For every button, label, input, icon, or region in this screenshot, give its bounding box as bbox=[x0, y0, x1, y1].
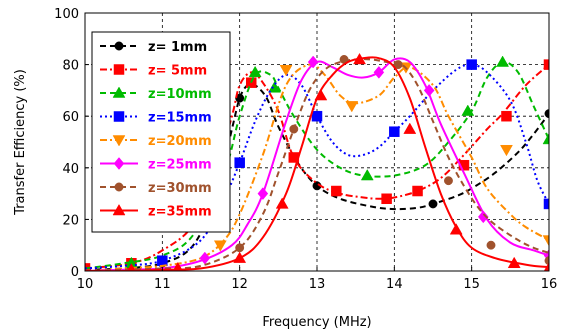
series-6 bbox=[85, 55, 549, 271]
data-point bbox=[172, 261, 183, 271]
data-point bbox=[500, 144, 513, 157]
legend-item: z= 5mm bbox=[100, 64, 207, 79]
data-point bbox=[507, 256, 521, 269]
data-point bbox=[275, 197, 289, 209]
legend-label: z= 1mm bbox=[148, 40, 207, 55]
y-tick-label: 40 bbox=[62, 162, 79, 177]
data-point bbox=[486, 240, 496, 250]
data-point bbox=[389, 126, 400, 137]
data-point bbox=[458, 159, 470, 171]
y-tick-label: 100 bbox=[54, 7, 79, 22]
x-axis-label: Frequency (MHz) bbox=[262, 315, 371, 330]
data-point bbox=[331, 185, 342, 197]
data-point bbox=[257, 187, 269, 200]
ticks: 10 11 12 13 14 15 16 0 20 40 60 80 100 bbox=[54, 7, 557, 292]
data-point bbox=[477, 210, 489, 224]
series-8 bbox=[85, 52, 549, 271]
legend-label: z= 5mm bbox=[148, 64, 207, 79]
legend-marker bbox=[113, 157, 125, 170]
data-point bbox=[393, 60, 403, 70]
data-point bbox=[543, 261, 549, 271]
legend-marker bbox=[114, 41, 124, 51]
legend-label: z=25mm bbox=[148, 158, 212, 173]
x-tick-label: 16 bbox=[541, 277, 558, 292]
series-line bbox=[85, 63, 549, 270]
legend-item: z=10mm bbox=[100, 86, 212, 102]
series-line bbox=[85, 57, 549, 271]
y-tick-label: 80 bbox=[62, 59, 79, 74]
series-7 bbox=[85, 54, 549, 271]
legend-item: z=20mm bbox=[100, 134, 212, 149]
legend-item: z=25mm bbox=[100, 157, 212, 173]
data-point bbox=[360, 169, 374, 181]
data-point bbox=[461, 104, 475, 116]
legend-item: z=30mm bbox=[100, 181, 212, 196]
data-point bbox=[233, 251, 247, 263]
data-point bbox=[157, 255, 168, 266]
legend-item: z=15mm bbox=[100, 111, 212, 126]
data-point bbox=[423, 84, 435, 97]
legend: z= 1mm z= 5mm z=10mm z=15mm z=20mm z=25mm z=30… bbox=[91, 31, 231, 233]
legend-item: z= 1mm bbox=[100, 40, 207, 55]
data-point bbox=[234, 157, 245, 168]
y-tick-label: 20 bbox=[62, 213, 79, 228]
x-tick-label: 15 bbox=[463, 277, 480, 292]
series-line bbox=[85, 56, 549, 271]
data-point bbox=[235, 243, 245, 253]
y-axis-label: Transfer Efficiency (%) bbox=[13, 69, 28, 216]
data-point bbox=[126, 263, 136, 271]
legend-marker bbox=[113, 64, 125, 75]
data-point bbox=[235, 93, 245, 103]
series-line bbox=[85, 63, 549, 271]
data-point bbox=[444, 176, 453, 186]
data-point bbox=[501, 110, 512, 122]
data-point bbox=[373, 65, 385, 79]
y-tick-label: 0 bbox=[71, 265, 79, 280]
x-tick-label: 10 bbox=[77, 277, 94, 292]
data-point bbox=[543, 59, 549, 70]
data-point bbox=[311, 110, 323, 122]
data-point bbox=[428, 199, 438, 209]
data-point bbox=[314, 89, 328, 101]
data-point bbox=[307, 55, 319, 69]
legend-marker bbox=[112, 135, 126, 147]
data-point bbox=[403, 122, 417, 134]
data-point bbox=[268, 81, 281, 93]
data-point bbox=[543, 198, 549, 210]
x-tick-label: 12 bbox=[231, 277, 248, 292]
x-tick-label: 14 bbox=[386, 277, 403, 292]
legend-box bbox=[91, 31, 231, 233]
legend-marker bbox=[114, 182, 124, 192]
data-point bbox=[466, 59, 477, 70]
legend-marker bbox=[112, 86, 126, 98]
data-point bbox=[449, 223, 463, 235]
data-point bbox=[542, 235, 549, 247]
legend-label: z=30mm bbox=[148, 181, 212, 196]
legend-label: z=15mm bbox=[148, 111, 212, 126]
data-point bbox=[279, 65, 293, 77]
x-tick-label: 13 bbox=[309, 277, 326, 292]
data-point bbox=[248, 65, 262, 78]
legend-label: z=20mm bbox=[148, 134, 212, 149]
data-point bbox=[542, 132, 549, 145]
series-5 bbox=[85, 62, 549, 271]
data-point bbox=[213, 240, 227, 252]
data-point bbox=[496, 55, 510, 67]
legend-marker bbox=[112, 203, 126, 216]
legend-marker bbox=[113, 111, 125, 122]
data-point bbox=[289, 124, 299, 134]
legend-item: z=35mm bbox=[100, 203, 212, 220]
series-line bbox=[85, 60, 549, 270]
data-point bbox=[381, 193, 392, 205]
x-tick-label: 11 bbox=[154, 277, 171, 292]
data-point bbox=[412, 185, 423, 197]
series-4 bbox=[85, 59, 549, 270]
data-point bbox=[353, 52, 366, 65]
y-tick-label: 60 bbox=[62, 110, 79, 125]
legend-label: z=10mm bbox=[148, 87, 212, 102]
data-point bbox=[345, 101, 359, 113]
legend-label: z=35mm bbox=[148, 205, 212, 220]
